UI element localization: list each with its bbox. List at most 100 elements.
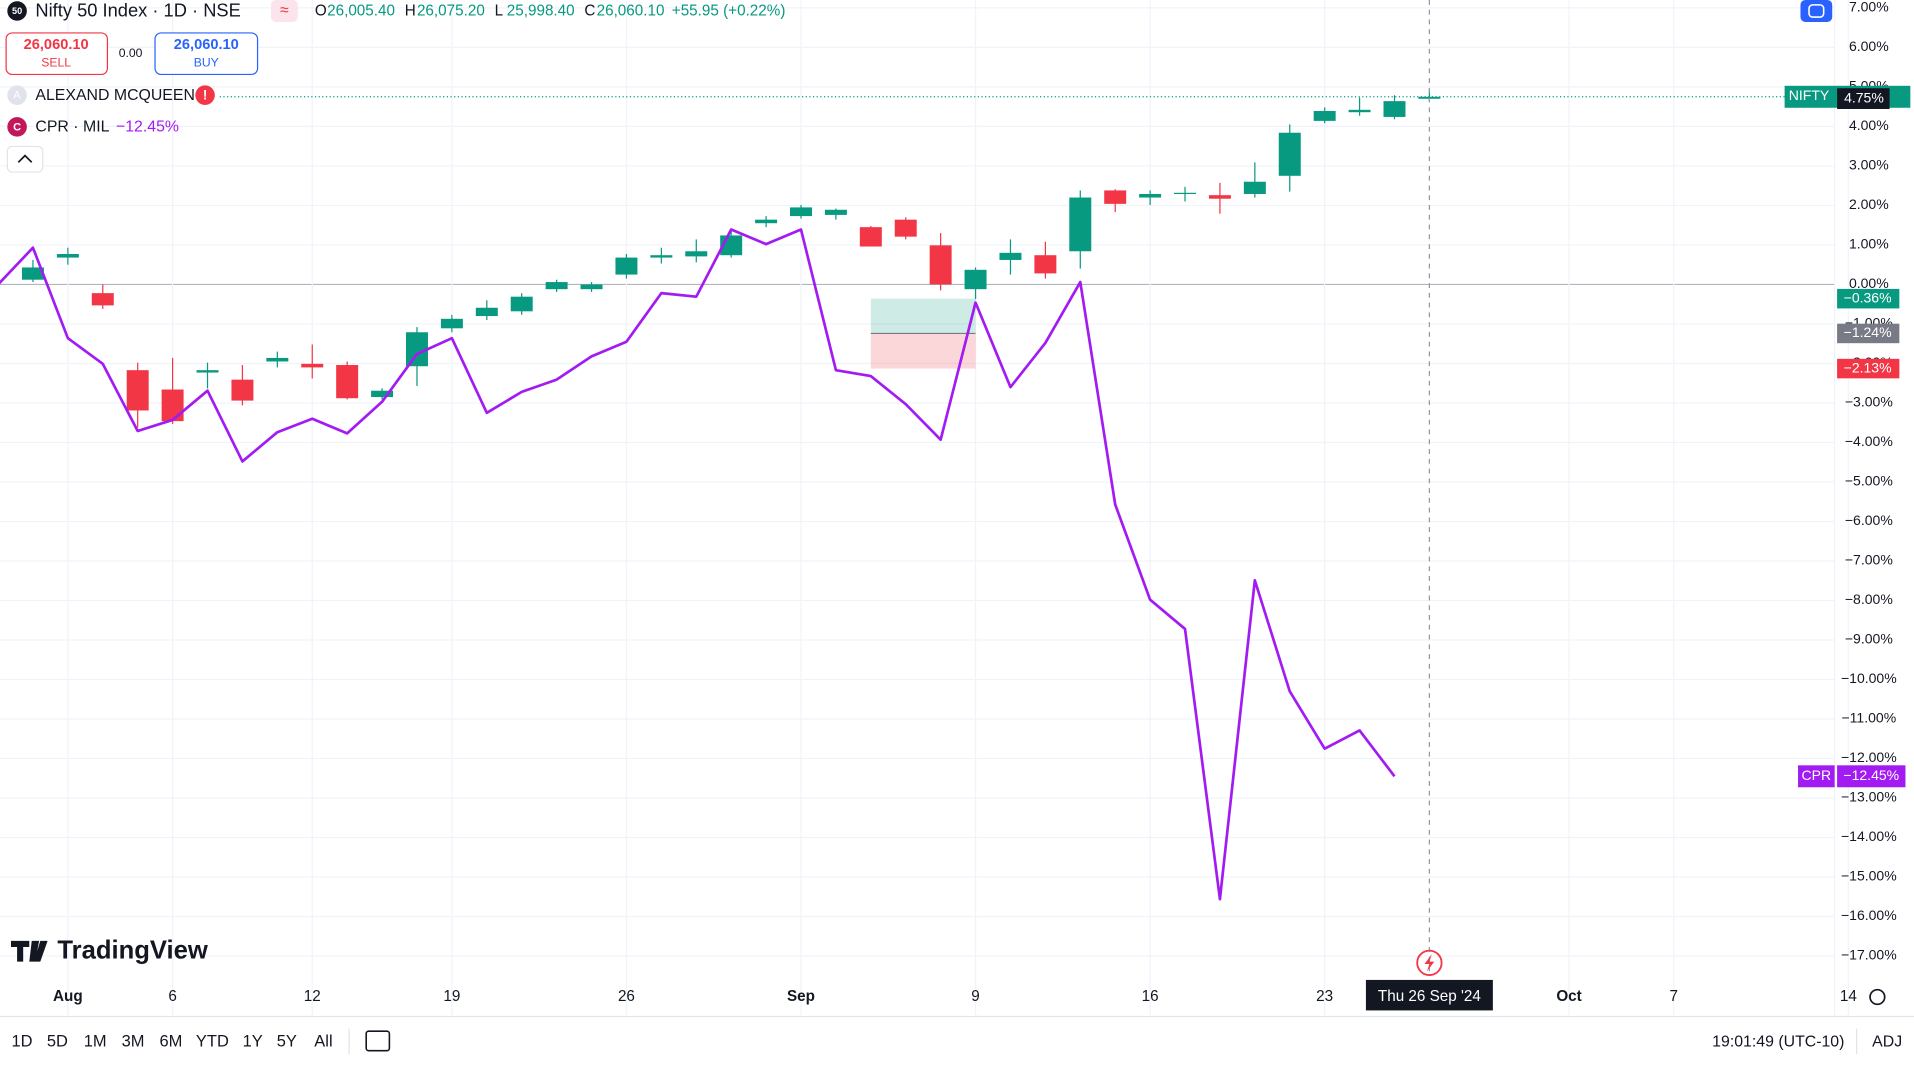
adjust-toggle[interactable]: ADJ <box>1872 1033 1902 1050</box>
events-icon[interactable] <box>1416 949 1443 976</box>
ohlc-key: C <box>584 3 595 20</box>
symbol-title[interactable]: Nifty 50 Index · 1D · NSE <box>35 0 240 20</box>
range-button[interactable]: YTD <box>196 1032 229 1050</box>
x-tick-label: 12 <box>304 988 321 1005</box>
ohlc-value: 25,998.40 <box>507 3 575 20</box>
buy-price: 26,060.10 <box>174 37 239 53</box>
settings-icon[interactable] <box>1869 988 1886 1006</box>
range-button[interactable]: 3M <box>122 1032 145 1050</box>
range-button[interactable]: All <box>314 1032 332 1050</box>
y-tick-label: 3.00% <box>1849 157 1889 173</box>
last-value: 4.75% <box>1844 89 1884 105</box>
candle-body <box>440 318 463 329</box>
ohlc-value: 26,075.20 <box>417 3 485 20</box>
candle-body <box>475 307 498 317</box>
candle-body <box>545 282 568 290</box>
y-tick-label: 6.00% <box>1849 38 1889 54</box>
logo-icon <box>10 940 48 962</box>
crosshair-date-bg <box>1365 979 1493 1011</box>
ohlc-key: O <box>315 3 327 20</box>
candle-body <box>56 254 79 258</box>
candle-body <box>615 257 638 275</box>
overlay-icon: C <box>13 121 21 133</box>
y-tick-label: −9.00% <box>1845 631 1893 647</box>
x-tick-label: Aug <box>53 988 83 1005</box>
candle-body <box>1174 192 1197 195</box>
toolbar: 1D 5D 1M 3M 6M YTD 1Y 5Y All <box>11 1032 332 1050</box>
candle-body <box>894 219 917 237</box>
candle-body <box>1104 190 1127 204</box>
candle-body <box>405 332 428 367</box>
line <box>0 228 1396 901</box>
candle-body <box>1139 193 1162 198</box>
x-tick-label: 19 <box>443 988 460 1005</box>
y-tick-label: 0.00% <box>1849 275 1889 291</box>
candle-body <box>1034 255 1057 274</box>
range-button[interactable]: 1M <box>84 1032 107 1050</box>
range-button[interactable]: 5Y <box>277 1032 297 1050</box>
last-value-badge <box>1837 765 1906 788</box>
logo: TradingView <box>57 937 208 965</box>
candle-body <box>755 219 778 224</box>
x-tick-label: Sep <box>787 988 815 1005</box>
sell-price: 26,060.10 <box>24 37 89 53</box>
sell-button[interactable] <box>5 32 109 76</box>
spread: 0.00 <box>119 46 143 60</box>
y-tick-label: −12.00% <box>1841 749 1897 765</box>
candle-body <box>1069 197 1092 252</box>
range-button[interactable]: 1D <box>11 1032 32 1050</box>
position-badge <box>1837 358 1900 379</box>
y-tick-label: −7.00% <box>1845 552 1893 568</box>
date-range-button[interactable] <box>365 1030 391 1052</box>
position-target <box>870 298 976 334</box>
market-status[interactable] <box>270 0 298 22</box>
series-name: NIFTY <box>1789 87 1830 103</box>
candle-body <box>301 363 324 368</box>
ohlc-value: 26,005.40 <box>327 3 395 20</box>
ohlc-change: +55.95 (+0.22%) <box>672 3 786 20</box>
series-badge <box>1798 765 1835 788</box>
scale-button[interactable] <box>1800 0 1833 22</box>
candle-body <box>196 370 219 373</box>
x-tick-label: 14 <box>1840 988 1857 1005</box>
symbol-badge-bg <box>7 1 27 21</box>
y-tick-label: −16.00% <box>1841 907 1897 923</box>
plot <box>0 0 1835 977</box>
y-tick-label: −8.00% <box>1845 591 1893 607</box>
candle-body <box>650 255 673 258</box>
clock[interactable]: 19:01:49 (UTC-10) <box>1712 1033 1844 1050</box>
y-tick-label: −3.00% <box>1845 394 1893 410</box>
y-tick-label: 4.00% <box>1849 117 1889 133</box>
candle-body <box>1278 132 1301 176</box>
candle-body <box>1348 109 1371 113</box>
overlay-warning-icon: ! <box>203 87 207 102</box>
candle-body <box>790 207 812 217</box>
y-tick-label: −17.00% <box>1841 947 1897 963</box>
candle-body <box>1383 101 1406 117</box>
x-tick-label: 9 <box>971 988 979 1005</box>
x-tick-label: 6 <box>168 988 176 1005</box>
overlay-label[interactable]: ALEXAND MCQUEEN <box>35 87 195 104</box>
candle-body <box>1313 111 1336 121</box>
overlay-label[interactable]: CPR · MIL <box>35 119 109 136</box>
candle-body <box>21 267 44 280</box>
y-tick-label: −10.00% <box>1841 670 1897 686</box>
overlay-warning[interactable] <box>195 85 215 105</box>
candle-body <box>1243 181 1266 194</box>
candle-body <box>126 370 149 411</box>
range-button[interactable]: 5D <box>47 1032 68 1050</box>
candle-body <box>266 357 289 362</box>
candle-body <box>161 389 184 422</box>
y-tick-label: 1.00% <box>1849 236 1889 252</box>
position-label: −2.13% <box>1844 359 1892 375</box>
events-bolt <box>1424 954 1435 972</box>
collapse-button[interactable] <box>6 145 44 173</box>
range-button[interactable]: 1Y <box>243 1032 263 1050</box>
candle-body <box>929 245 952 285</box>
y-tick-label: −13.00% <box>1841 789 1897 805</box>
buy-button[interactable] <box>154 32 259 76</box>
range-button[interactable]: 6M <box>159 1032 182 1050</box>
